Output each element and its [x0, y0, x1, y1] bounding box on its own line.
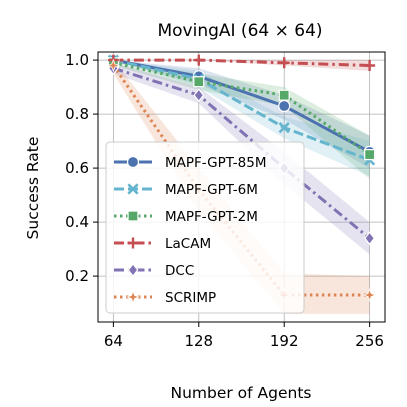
- x-tick-label: 128: [184, 332, 213, 350]
- legend-marker-mapf-gpt-2m: [127, 210, 139, 222]
- legend-marker-lacam: [127, 237, 139, 249]
- x-tick-label: 256: [355, 332, 384, 350]
- legend-label-mapf-gpt-6m: MAPF-GPT-6M: [165, 182, 258, 198]
- series-lines: [112, 58, 371, 297]
- band-mapf-gpt-6m: [113, 60, 370, 177]
- line-dcc: [112, 66, 371, 240]
- line-mapf-gpt-2m: [113, 61, 371, 156]
- legend-marker-dcc: [127, 262, 139, 278]
- point-scrimp: [362, 288, 377, 302]
- band-mapf-gpt-85m: [113, 60, 370, 169]
- y-axis-label: Success Rate: [24, 137, 42, 240]
- point-dcc: [193, 88, 205, 103]
- legend-label-mapf-gpt-85m: MAPF-GPT-85M: [165, 155, 266, 171]
- band-scrimp: [113, 60, 370, 314]
- point-mapf-gpt-6m: [278, 122, 290, 134]
- line-lacam: [113, 58, 370, 67]
- legend-marker-mapf-gpt-6m: [127, 183, 139, 195]
- point-mapf-gpt-2m: [193, 76, 205, 88]
- point-mapf-gpt-2m: [278, 89, 290, 101]
- legend-label-scrimp: SCRIMP: [165, 290, 216, 306]
- legend-box: [105, 141, 305, 314]
- y-tick-label: 1.0: [65, 51, 89, 69]
- legend-marker-scrimp: [126, 290, 140, 304]
- legend-label-lacam: LaCAM: [165, 236, 211, 252]
- y-tick-label: 0.4: [65, 213, 89, 231]
- legend-label-mapf-gpt-2m: MAPF-GPT-2M: [165, 209, 258, 225]
- legend-label-dcc: DCC: [165, 263, 194, 279]
- x-axis-label: Number of Agents: [170, 384, 311, 402]
- y-tick-label: 0.2: [65, 267, 89, 285]
- chart-title: MovingAI (64 × 64): [157, 21, 322, 41]
- point-lacam: [364, 60, 376, 71]
- point-dcc: [364, 231, 376, 246]
- legend: MAPF-GPT-85M MAPF-GPT-6M MAPF-GPT-2M LaCAM D…: [105, 141, 305, 314]
- point-mapf-gpt-2m: [364, 149, 376, 161]
- band-dcc: [113, 62, 370, 255]
- point-mapf-gpt-85m: [278, 99, 291, 113]
- y-axis-ticks: 0.2 0.4 0.6 0.8 1.0: [65, 51, 98, 285]
- y-tick-label: 0.6: [65, 159, 89, 177]
- point-lacam: [193, 54, 205, 66]
- legend-marker-mapf-gpt-85m: [126, 155, 140, 169]
- x-tick-label: 64: [104, 332, 123, 350]
- band-mapf-gpt-2m: [113, 60, 370, 179]
- line-mapf-gpt-6m: [113, 58, 371, 162]
- plot-frame: [97, 51, 386, 323]
- x-axis-ticks: 64 128 192 256: [104, 322, 384, 350]
- point-lacam: [278, 57, 290, 69]
- x-tick-label: 192: [270, 332, 299, 350]
- y-tick-label: 0.8: [65, 105, 89, 123]
- point-scrimp: [106, 58, 121, 73]
